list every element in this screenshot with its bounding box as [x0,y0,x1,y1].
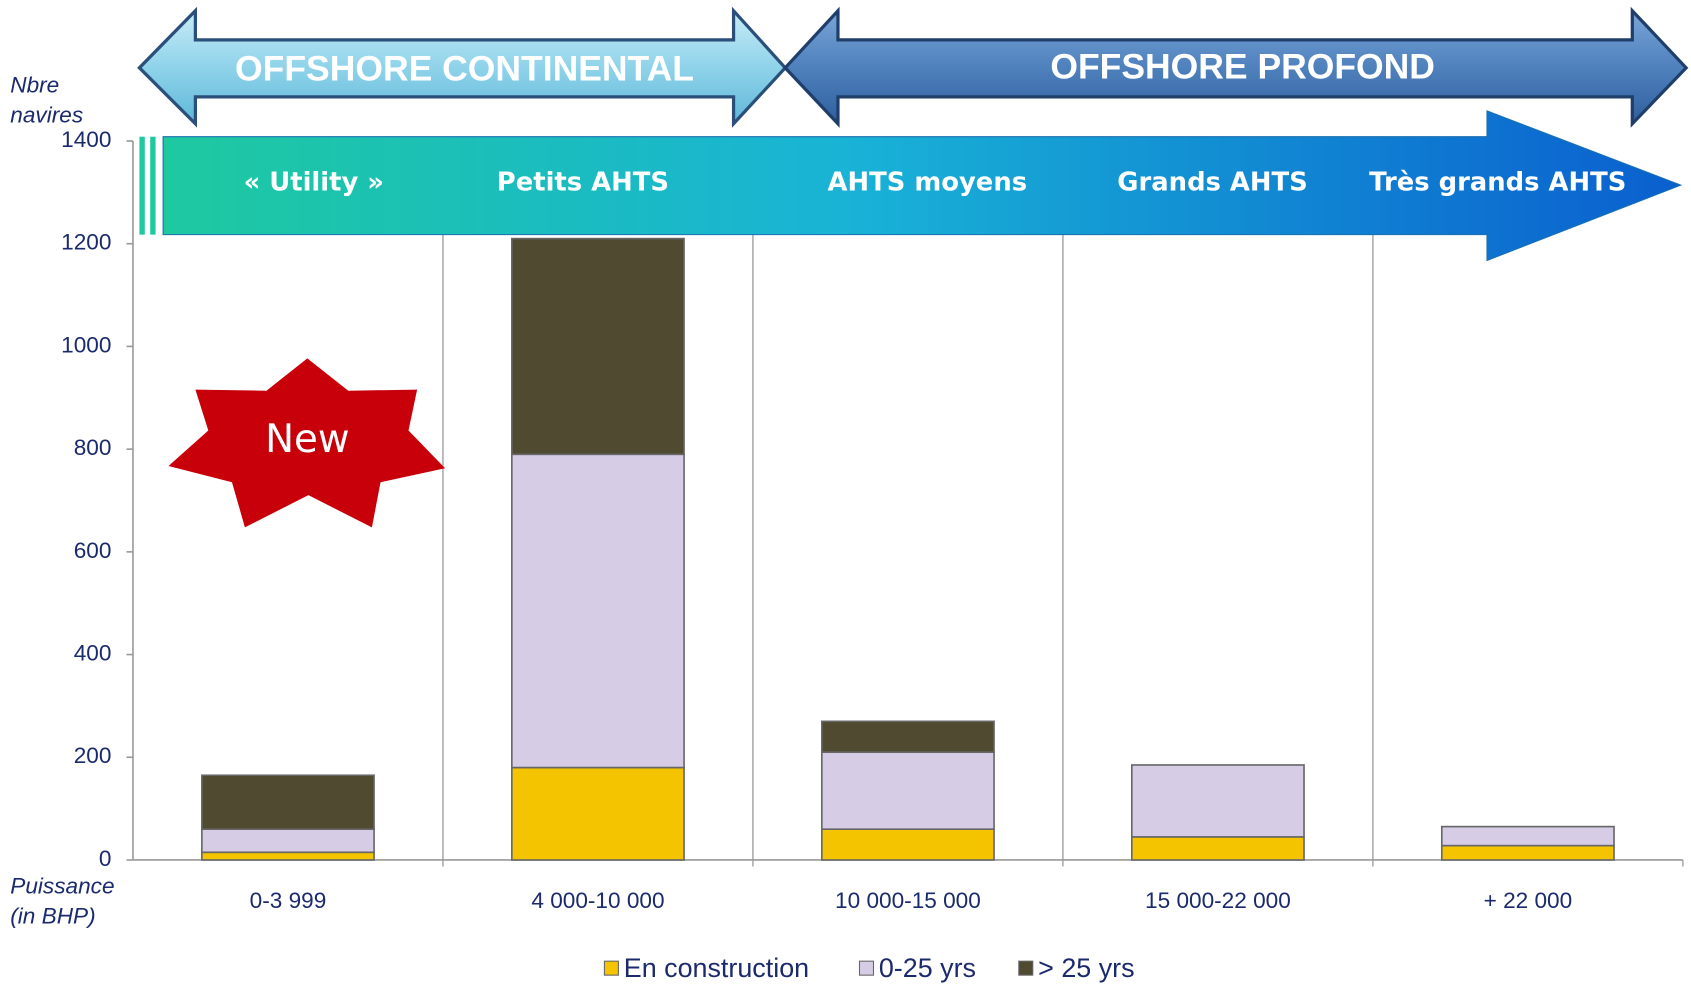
x-tick-label: 10 000-15 000 [835,888,981,913]
arrow-tail [150,136,156,235]
y-tick-label: 0 [99,846,112,871]
bar-segment [1440,825,1615,847]
y-axis-label: Nbre navires [10,73,84,129]
bar-segment [511,453,685,769]
arrow-tail [139,136,145,235]
x-axis-label-box: Puissance (in BHP) [10,873,115,929]
y-tick-label: 400 [74,641,112,666]
y-tick-label: 1000 [61,332,111,357]
bars [201,237,1615,861]
bar-segment [1130,836,1305,861]
legend-label: 0-25 yrs [879,953,976,983]
segment-label: AHTS moyens [828,167,1028,197]
y-tick-label: 600 [74,538,112,563]
legend-swatch [1018,960,1034,976]
x-tick-label: 4 000-10 000 [531,888,664,913]
bar-segment [821,751,995,830]
segment-label: Très grands AHTS [1369,167,1626,197]
x-tick-label: + 22 000 [1484,888,1573,913]
legend-label: En construction [624,953,809,983]
segment-label: Petits AHTS [497,167,669,197]
badge-label: New [265,417,350,462]
region-arrow [783,6,1689,128]
bar-segment [821,720,995,753]
bar-segment [1440,844,1615,861]
x-tick-label: 15 000-22 000 [1145,888,1291,913]
bar-segment [201,851,375,861]
legend-swatch [603,960,619,976]
segment-label: Grands AHTS [1117,167,1307,197]
y-tick-label: 1400 [61,127,111,152]
bar-segment [821,828,995,861]
legend-label: > 25 yrs [1038,953,1134,983]
y-tick-label: 200 [74,743,112,768]
x-tick-label: 0-3 999 [250,888,327,913]
region-label: OFFSHORE PROFOND [1050,46,1435,86]
segment-label: « Utility » [244,167,384,197]
y-axis-label-box: Nbre navires [10,73,84,129]
badge-star [168,358,446,528]
y-tick-label: 800 [74,435,112,460]
segment-arrow [162,110,1683,262]
bar-segment [511,237,685,456]
bar-segment [201,774,375,830]
legend-swatch [858,960,875,976]
region-label: OFFSHORE CONTINENTAL [235,48,694,88]
bar-segment [201,828,375,854]
x-axis-label: Puissance (in BHP) [10,873,115,929]
y-tick-label: 1200 [61,230,111,255]
bar-segment [511,766,685,861]
axes: 0 200 400 600 800 1000 1200 1400 [61,127,1684,871]
bar-segment [1130,764,1305,838]
